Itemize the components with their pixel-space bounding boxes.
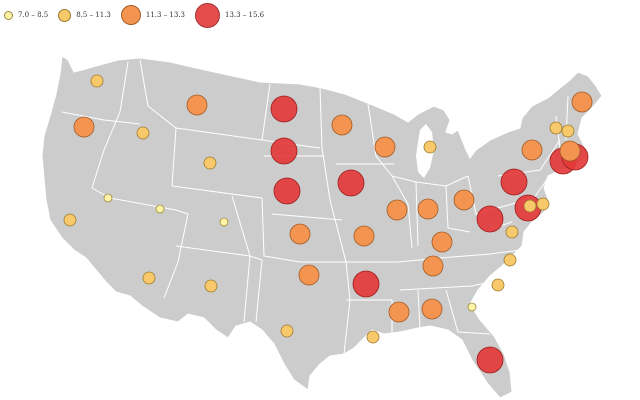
- state-symbol-me[interactable]: [571, 91, 593, 113]
- state-symbol-il[interactable]: [386, 199, 408, 221]
- state-border-line: [163, 213, 189, 299]
- state-symbol-nh[interactable]: [561, 124, 575, 138]
- legend-swatch-3: [120, 5, 141, 25]
- state-symbol-sd[interactable]: [270, 137, 298, 165]
- legend-item-1: 7.0 – 8.5: [4, 10, 49, 20]
- state-symbol-ne[interactable]: [273, 177, 301, 205]
- state-symbol-co[interactable]: [219, 217, 229, 227]
- state-symbol-nm[interactable]: [204, 279, 218, 293]
- state-symbol-ca[interactable]: [63, 213, 77, 227]
- state-symbol-ar[interactable]: [352, 270, 380, 298]
- state-symbol-ks[interactable]: [289, 223, 311, 245]
- legend: 7.0 – 8.5 8.5 – 11.3 11.3 – 13.3 13.3 – …: [4, 2, 274, 28]
- state-border-line: [391, 175, 469, 187]
- state-border-line: [171, 185, 263, 199]
- state-border-line: [261, 83, 271, 141]
- state-symbol-id[interactable]: [136, 126, 150, 140]
- state-border-line: [417, 289, 421, 329]
- state-symbol-ia[interactable]: [337, 169, 365, 197]
- state-symbol-mn[interactable]: [331, 114, 353, 136]
- state-symbol-mi[interactable]: [423, 140, 437, 154]
- state-border-line: [255, 259, 263, 323]
- state-symbol-oh[interactable]: [453, 189, 475, 211]
- state-symbol-sc[interactable]: [491, 278, 505, 292]
- state-border-line: [261, 197, 346, 263]
- state-symbol-la[interactable]: [366, 330, 380, 344]
- state-symbol-ny[interactable]: [521, 139, 543, 161]
- state-symbol-ok[interactable]: [298, 264, 320, 286]
- state-symbol-nj[interactable]: [523, 199, 537, 213]
- legend-swatch-2: [58, 8, 72, 22]
- state-border-line: [399, 261, 521, 291]
- state-symbol-nc[interactable]: [503, 253, 517, 267]
- state-symbol-or[interactable]: [73, 116, 95, 138]
- legend-swatch-1: [4, 10, 13, 20]
- proportional-symbols: [63, 74, 593, 374]
- legend-label-3: 11.3 – 13.3: [145, 11, 186, 19]
- state-symbol-tn[interactable]: [422, 255, 444, 277]
- state-symbol-wa[interactable]: [90, 74, 104, 88]
- state-symbol-vt[interactable]: [549, 121, 563, 135]
- state-border-line: [346, 299, 393, 334]
- state-symbol-wv[interactable]: [476, 205, 504, 233]
- legend-label-1: 7.0 – 8.5: [18, 11, 49, 19]
- state-symbol-tx[interactable]: [280, 324, 294, 338]
- state-symbol-nv[interactable]: [103, 193, 113, 203]
- us-landmass: [41, 55, 603, 399]
- state-border-line: [231, 195, 251, 323]
- state-symbol-ky[interactable]: [431, 231, 453, 253]
- state-border-line: [139, 59, 177, 187]
- state-symbol-az[interactable]: [142, 271, 156, 285]
- legend-item-4: 13.3 – 15.6: [195, 2, 265, 28]
- state-border-line: [415, 181, 419, 247]
- legend-swatch-4: [195, 2, 221, 28]
- legend-label-2: 8.5 – 11.3: [76, 11, 111, 19]
- state-border-line: [271, 213, 343, 221]
- state-symbol-mo[interactable]: [353, 225, 375, 247]
- legend-item-3: 11.3 – 13.3: [120, 5, 186, 25]
- state-symbol-wy[interactable]: [203, 156, 217, 170]
- state-border-line: [61, 111, 141, 125]
- state-border-line: [445, 185, 471, 233]
- state-symbol-ms[interactable]: [388, 301, 410, 323]
- state-border-line: [91, 61, 129, 189]
- state-symbol-mt[interactable]: [186, 94, 208, 116]
- state-border-line: [319, 87, 351, 355]
- lake-michigan: [416, 124, 434, 178]
- state-symbol-al[interactable]: [421, 298, 443, 320]
- state-symbol-nd[interactable]: [270, 95, 298, 123]
- legend-label-4: 13.3 – 15.6: [225, 11, 265, 19]
- state-symbol-ma[interactable]: [559, 140, 581, 162]
- legend-item-2: 8.5 – 11.3: [58, 8, 111, 22]
- state-symbol-pa[interactable]: [500, 168, 528, 196]
- state-symbol-va[interactable]: [505, 225, 519, 239]
- state-border-line: [445, 289, 491, 335]
- state-symbol-ut[interactable]: [155, 204, 165, 214]
- state-symbol-in[interactable]: [417, 198, 439, 220]
- state-symbol-de[interactable]: [536, 197, 550, 211]
- state-border-line: [346, 247, 537, 263]
- state-symbol-fl[interactable]: [476, 346, 504, 374]
- state-border-line: [91, 187, 189, 215]
- state-symbol-ga[interactable]: [467, 302, 477, 312]
- us-outline: [41, 55, 603, 399]
- state-symbol-wi[interactable]: [374, 136, 396, 158]
